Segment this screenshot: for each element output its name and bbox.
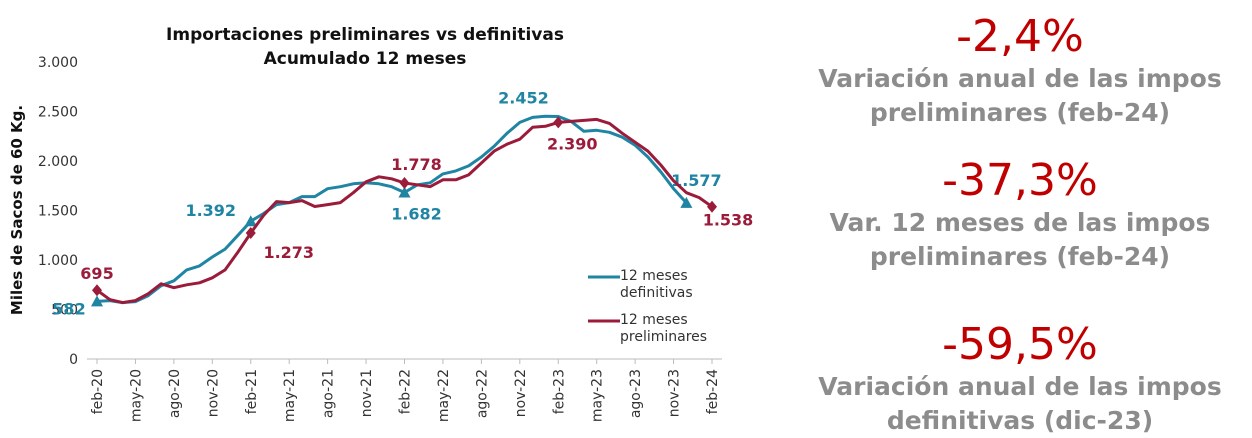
y-tick-label: 2.500 — [38, 105, 78, 121]
y-tick-label: 500 — [51, 303, 78, 319]
data-label: 1.392 — [185, 201, 236, 220]
x-tick-label: may-22 — [436, 369, 452, 422]
x-tick-label: ago-21 — [321, 369, 337, 418]
y-tick-label: 2.000 — [38, 154, 78, 170]
kpi: -59,5% Variación anual de las impos defin… — [790, 320, 1250, 438]
kpi-value: -37,3% — [942, 155, 1098, 206]
marker — [399, 176, 410, 189]
kpi: -37,3% Var. 12 meses de las impos prelimi… — [790, 156, 1250, 274]
y-tick-label: 1.500 — [38, 204, 78, 220]
kpi: -2,4% Variación anual de las impos prelim… — [790, 12, 1250, 130]
marker — [553, 116, 564, 129]
chart-title: Importaciones preliminares vs definitiva… — [166, 25, 564, 45]
y-tick-label: 0 — [69, 352, 78, 368]
data-label: 2.390 — [547, 134, 598, 153]
data-label: 1.778 — [391, 155, 442, 174]
x-tick-label: nov-23 — [667, 369, 683, 417]
legend-label: 12 meses definitivas — [620, 268, 693, 301]
data-label: 2.452 — [498, 88, 549, 107]
marker — [92, 284, 102, 297]
series-line — [96, 114, 688, 305]
data-label: 1.273 — [263, 243, 314, 262]
marker — [245, 226, 256, 239]
kpi-label: Variación anual de las impos preliminare… — [818, 64, 1222, 127]
chart-subtitle: Acumulado 12 meses — [264, 49, 467, 69]
x-tick-label: feb-24 — [705, 369, 721, 414]
marker — [398, 186, 411, 198]
marker — [244, 215, 257, 227]
kpi-value: -59,5% — [942, 319, 1098, 370]
y-tick-label: 3.000 — [38, 55, 78, 71]
marker — [680, 196, 693, 208]
x-tick-label: feb-22 — [398, 369, 414, 414]
marker — [707, 200, 717, 213]
kpi-label: Variación anual de las impos definitivas… — [818, 372, 1222, 435]
x-tick-label: may-21 — [282, 369, 298, 422]
x-tick-label: nov-22 — [513, 369, 529, 417]
kpi-value: -2,4% — [956, 11, 1084, 62]
data-label: 582 — [52, 299, 85, 318]
x-tick-label: nov-21 — [359, 369, 375, 417]
x-tick-label: feb-23 — [551, 369, 567, 414]
chart: Importaciones preliminares vs definitiva… — [8, 25, 754, 422]
y-tick-label: 1.000 — [38, 253, 78, 269]
x-tick-label: feb-21 — [244, 369, 260, 414]
legend-label: 12 meses preliminares — [620, 312, 708, 345]
kpi-label: Var. 12 meses de las impos preliminares … — [829, 208, 1211, 271]
x-tick-label: ago-22 — [474, 369, 490, 418]
x-tick-label: feb-20 — [90, 369, 106, 414]
data-label: 1.577 — [671, 171, 722, 190]
data-label: 1.538 — [703, 211, 754, 230]
x-tick-label: nov-20 — [205, 369, 221, 417]
x-tick-label: ago-20 — [167, 369, 183, 418]
x-tick-label: ago-23 — [628, 369, 644, 418]
x-tick-label: may-23 — [590, 369, 606, 422]
y-axis-label: Miles de Sacos de 60 Kg. — [8, 105, 26, 315]
data-label: 695 — [80, 264, 113, 283]
data-label: 1.682 — [391, 204, 442, 223]
x-tick-label: may-20 — [128, 369, 144, 422]
marker — [91, 295, 103, 307]
